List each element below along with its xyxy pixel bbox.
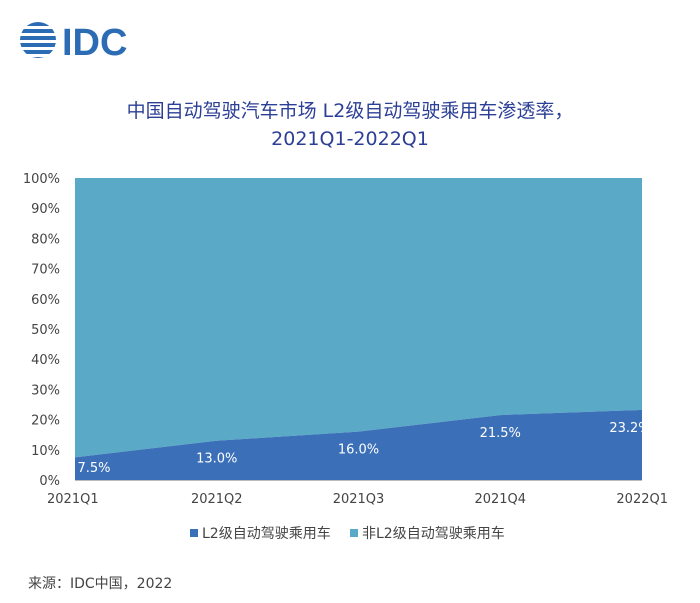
y-tick-label: 70% (31, 263, 60, 278)
chart-title-line2: 2021Q1-2022Q1 (271, 128, 429, 150)
y-tick-label: 60% (31, 293, 60, 308)
area-series-2 (75, 178, 642, 458)
data-label: 21.5% (480, 426, 521, 441)
y-tick-label: 100% (23, 172, 60, 187)
logo-text: IDC (62, 22, 127, 62)
area-chart: 0% 10% 20% 30% 40% 50% 60% 70% 80% 90% 100% 2021Q1 2… (23, 172, 668, 542)
y-tick-label: 10% (31, 444, 60, 459)
legend-label: L2级自动驾驶乘用车 (202, 525, 331, 542)
x-tick-label: 2021Q4 (474, 492, 526, 507)
data-label: 23.2% (609, 421, 650, 436)
y-tick-label: 50% (31, 323, 60, 338)
y-tick-label: 30% (31, 383, 60, 398)
legend-swatch (350, 529, 358, 537)
legend-swatch (190, 529, 198, 537)
idc-logo: IDC (20, 22, 127, 62)
area-series-1 (75, 409, 642, 480)
x-tick-label: 2022Q1 (616, 492, 668, 507)
data-label: 13.0% (196, 452, 237, 467)
data-label: 7.5% (77, 461, 110, 476)
y-tick-label: 40% (31, 353, 60, 368)
x-tick-label: 2021Q1 (47, 492, 99, 507)
y-tick-label: 80% (31, 232, 60, 247)
y-tick-label: 90% (31, 202, 60, 217)
source-note: 来源：IDC中国，2022 (28, 576, 173, 592)
x-tick-label: 2021Q3 (333, 492, 385, 507)
y-tick-label: 0% (39, 474, 60, 489)
legend-label: 非L2级自动驾驶乘用车 (362, 525, 505, 542)
chart-title-line1: 中国自动驾驶汽车市场 L2级自动驾驶乘用车渗透率， (126, 100, 574, 122)
y-tick-label: 20% (31, 414, 60, 429)
data-label: 16.0% (338, 443, 379, 458)
x-tick-label: 2021Q2 (191, 492, 243, 507)
